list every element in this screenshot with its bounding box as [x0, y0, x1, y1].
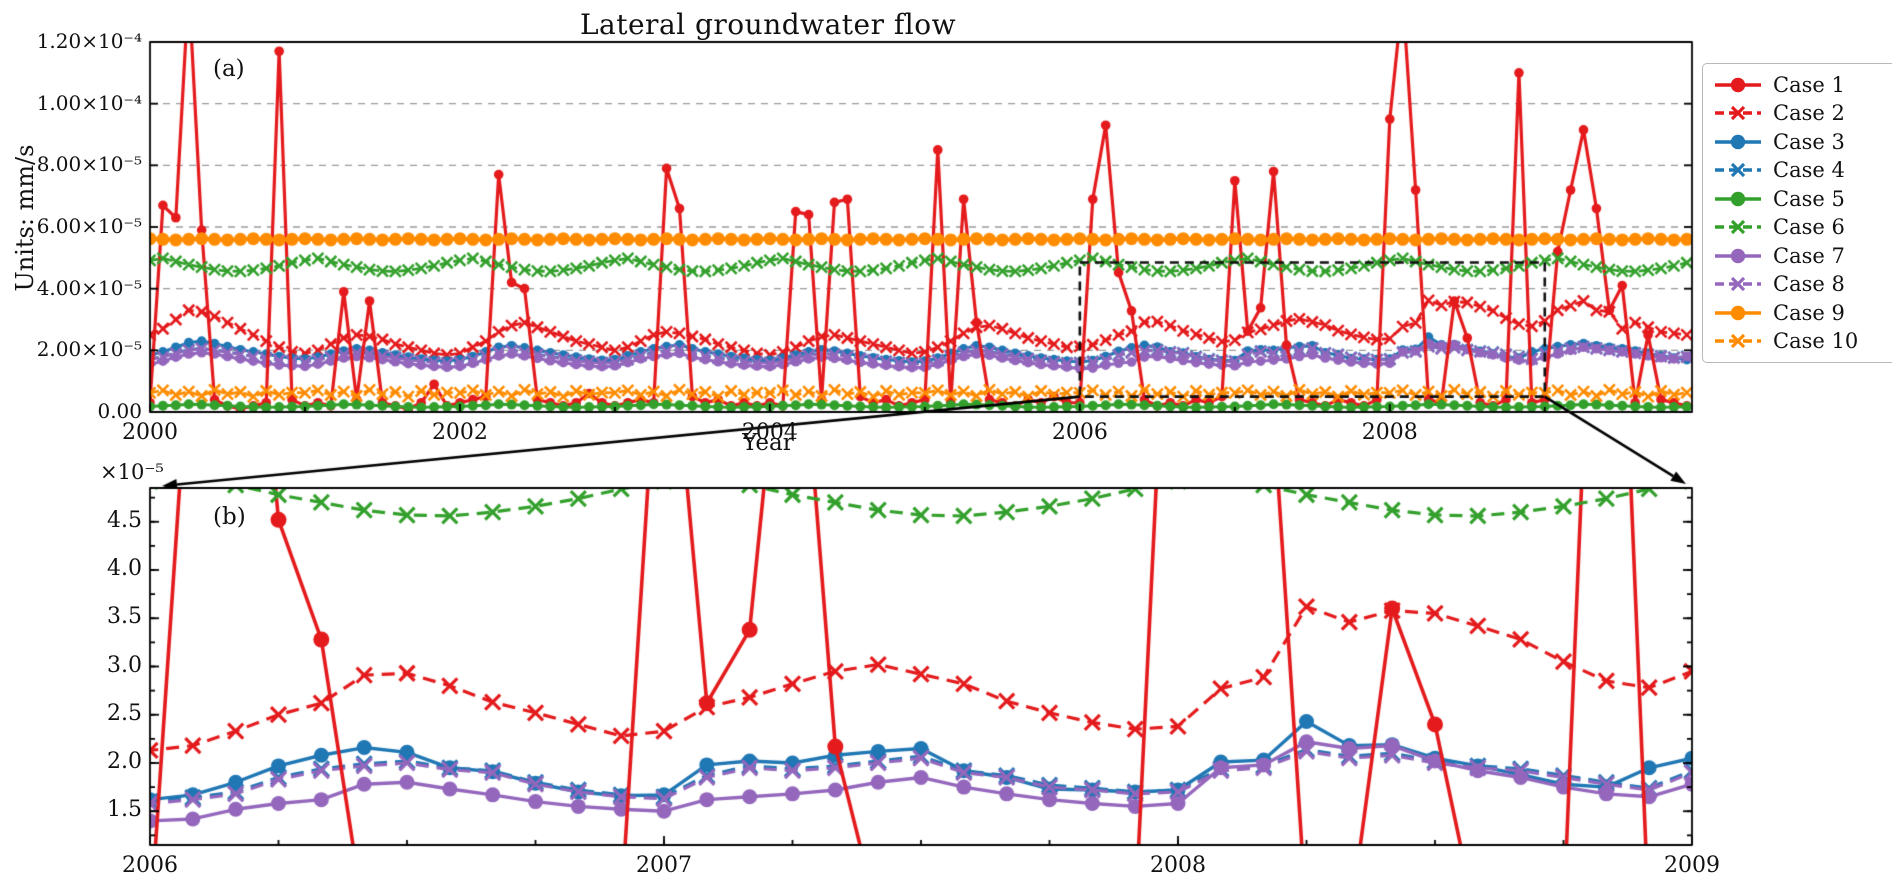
panel-a-y-tick-label: 1.20×10⁻⁴	[36, 29, 142, 53]
legend-label: Case 2	[1773, 101, 1845, 126]
legend-item-case10: Case 10	[1713, 328, 1892, 354]
panel-a-y-tick-label: 4.00×10⁻⁵	[36, 275, 142, 300]
panel-a-x-tick-label: 2008	[1361, 420, 1418, 445]
panel-a-y-tick-label: 6.00×10⁻⁵	[36, 214, 142, 238]
panel-b-x-tick-label: 2006	[122, 853, 178, 878]
legend-label: Case 6	[1773, 215, 1845, 240]
legend-item-case9: Case 9	[1713, 300, 1892, 326]
panel-b-tag: (b)	[213, 504, 246, 530]
legend-item-case8: Case 8	[1713, 271, 1892, 297]
panel-b-x-tick-label: 2009	[1664, 853, 1720, 878]
legend-item-case6: Case 6	[1713, 214, 1892, 240]
panel-a-y-tick-label: 2.00×10⁻⁵	[36, 337, 142, 362]
dashed-x-legend-sample-icon	[1715, 220, 1761, 235]
legend-label: Case 4	[1773, 158, 1845, 183]
y-axis-offset-text: ×10⁻⁵	[100, 460, 164, 484]
dashed-x-legend-sample-icon	[1715, 333, 1761, 349]
legend-item-case7: Case 7	[1713, 243, 1892, 269]
panel-a-y-tick-label: 8.00×10⁻⁵	[36, 152, 142, 177]
legend-label: Case 8	[1773, 272, 1845, 297]
solid-circle-legend-sample-icon	[1715, 305, 1761, 320]
legend-item-case3: Case 3	[1713, 129, 1892, 155]
legend-item-case5: Case 5	[1713, 186, 1892, 212]
panel-b-x-tick-label: 2007	[636, 853, 692, 878]
legend-label: Case 5	[1773, 186, 1845, 211]
panel-a-x-tick-label: 2000	[122, 420, 178, 445]
legend-label: Case 9	[1773, 300, 1845, 325]
solid-circle-legend-sample-icon	[1715, 248, 1761, 263]
panel-a-x-tick-label: 2004	[741, 420, 798, 445]
legend-label: Case 3	[1773, 129, 1845, 154]
panel-b-y-tick-label: 1.5	[107, 797, 142, 823]
solid-circle-legend-sample-icon	[1715, 77, 1761, 93]
panel-b-y-tick-label: 3.0	[107, 652, 142, 678]
panel-a-y-tick-label: 0.00	[97, 399, 142, 423]
panel-b-y-tick-label: 4.0	[107, 556, 142, 581]
panel-a-x-tick-label: 2002	[431, 420, 488, 445]
panel-a-tag: (a)	[213, 56, 245, 82]
legend-item-case2: Case 2	[1713, 100, 1892, 126]
solid-circle-legend-sample-icon	[1715, 134, 1761, 150]
legend-box: Case 1 Case 2 Case 3 Case 4 Case 5 Case 6 Case…	[1702, 63, 1892, 363]
legend-item-case4: Case 4	[1713, 157, 1892, 183]
panel-b-y-tick-label: 4.5	[107, 507, 142, 533]
x-axis-label: Year	[742, 430, 794, 456]
legend-label: Case 10	[1773, 328, 1859, 353]
legend-label: Case 7	[1773, 243, 1845, 268]
panel-b-y-tick-label: 3.5	[107, 604, 142, 630]
dashed-x-legend-sample-icon	[1715, 276, 1761, 292]
solid-circle-legend-sample-icon	[1715, 191, 1761, 206]
panel-a-x-tick-label: 2006	[1051, 420, 1108, 445]
dashed-x-legend-sample-icon	[1715, 163, 1761, 178]
panel-b-y-tick-label: 2.0	[107, 748, 142, 774]
legend-item-case1: Case 1	[1713, 72, 1892, 98]
panel-a-y-tick-label: 1.00×10⁻⁴	[36, 90, 142, 115]
dashed-x-legend-sample-icon	[1715, 106, 1761, 121]
panel-b-x-tick-label: 2008	[1150, 853, 1206, 878]
legend-label: Case 1	[1773, 73, 1845, 97]
chart-title: Lateral groundwater flow	[579, 8, 957, 41]
panel-b-y-tick-label: 2.5	[107, 700, 142, 726]
